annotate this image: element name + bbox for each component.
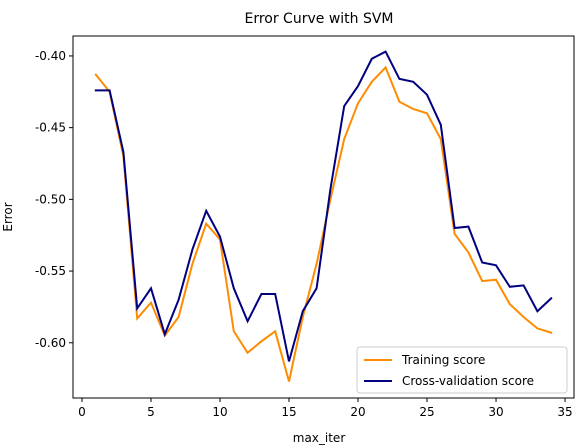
y-tick-label: -0.40: [35, 49, 66, 63]
y-tick-label: -0.50: [35, 192, 66, 206]
x-axis-label: max_iter: [293, 431, 346, 445]
y-axis-ticks: -0.60 -0.55 -0.50 -0.45 -0.40: [35, 49, 73, 350]
plot-area-frame: [73, 36, 574, 398]
x-tick-label: 30: [488, 405, 503, 419]
x-tick-label: 20: [350, 405, 365, 419]
y-tick-label: -0.55: [35, 264, 66, 278]
cross-validation-score-line: [96, 52, 551, 362]
y-tick-label: -0.45: [35, 121, 66, 135]
x-tick-label: 5: [147, 405, 155, 419]
x-tick-label: 25: [419, 405, 434, 419]
x-tick-label: 0: [78, 405, 86, 419]
x-tick-label: 35: [557, 405, 572, 419]
legend: Training score Cross-validation score: [357, 347, 567, 393]
y-tick-label: -0.60: [35, 336, 66, 350]
series-lines: [96, 52, 551, 382]
legend-label-training: Training score: [401, 353, 485, 367]
x-tick-label: 15: [281, 405, 296, 419]
chart-title: Error Curve with SVM: [244, 11, 393, 27]
x-axis-ticks: 0 5 10 15 20 25 30 35: [78, 398, 573, 419]
x-tick-label: 10: [212, 405, 227, 419]
legend-label-cross-validation: Cross-validation score: [402, 374, 534, 388]
y-axis-label: Error: [1, 202, 15, 231]
